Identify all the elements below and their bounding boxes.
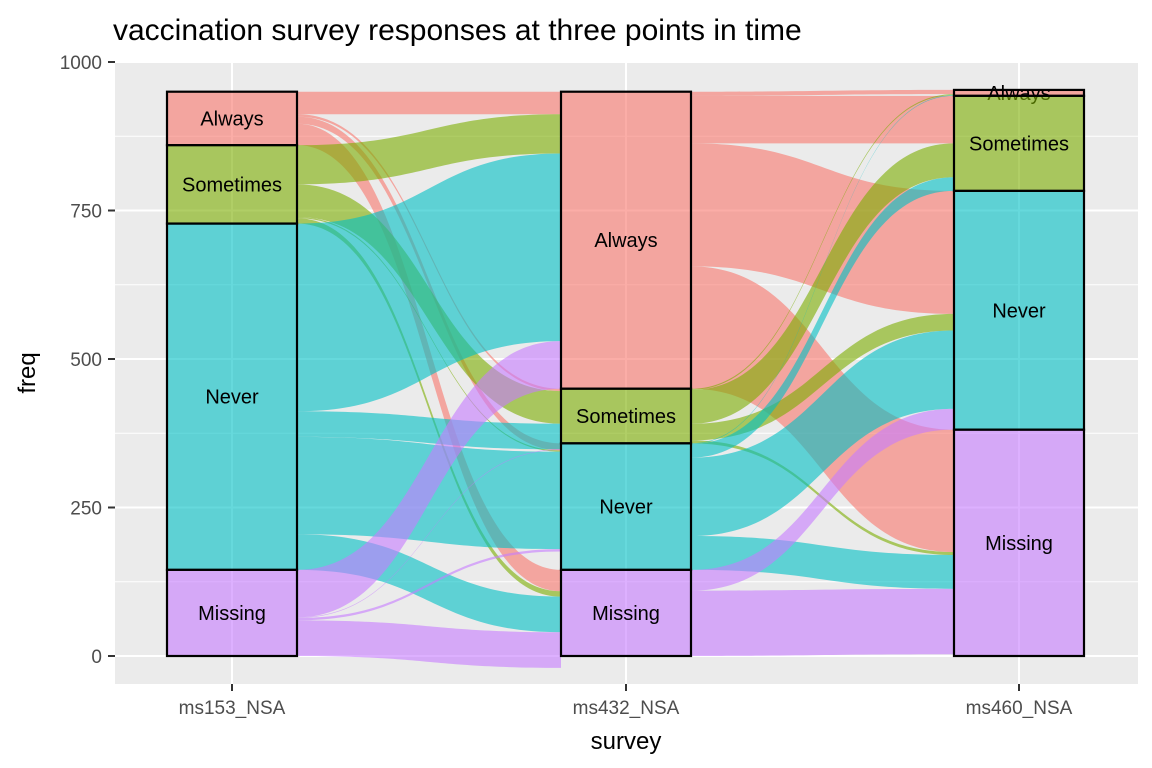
stratum-label-ms153_NSA-always: Always: [200, 108, 263, 130]
flow-ms432_NSA-never-to-missing: [691, 536, 954, 589]
stratum-label-ms460_NSA-never: Never: [992, 300, 1046, 322]
flow-ms153_NSA-missing-to-always: [297, 341, 561, 618]
flow-ms153_NSA-never-to-sometimes: [297, 411, 561, 450]
flow-ms432_NSA-always-to-always: [691, 89, 954, 96]
y-tick-label-250: 250: [70, 499, 102, 520]
y-axis: 0 250 500 750 1000: [60, 53, 115, 668]
flow-ms432_NSA-sometimes-to-never: [691, 313, 954, 441]
flow-ms432_NSA-always-to-sometimes: [691, 95, 954, 144]
stratum-ms432_NSA-missing: [559, 568, 693, 658]
x-tick-label-ms460_NSA: ms460_NSA: [966, 698, 1073, 719]
x-tick-label-ms432_NSA: ms432_NSA: [573, 698, 680, 719]
flow-ms432_NSA-never-to-never: [691, 330, 954, 537]
flow-ms432_NSA-never-to-always: [691, 95, 954, 444]
y-tick-label-0: 0: [91, 647, 102, 668]
stratum-ms153_NSA-missing: [165, 568, 299, 658]
y-tick-label-1000: 1000: [60, 53, 102, 74]
stratum-ms432_NSA-always: [559, 90, 693, 390]
stratum-label-ms432_NSA-sometimes: Sometimes: [576, 406, 676, 428]
stratum-ms460_NSA-sometimes: [952, 94, 1086, 192]
y-axis-title: freq: [14, 352, 41, 393]
stratum-label-ms432_NSA-never: Never: [599, 497, 653, 519]
stratum-label-ms153_NSA-never: Never: [205, 387, 259, 409]
stratum-label-ms153_NSA-missing: Missing: [198, 603, 266, 625]
stratum-ms153_NSA-sometimes: [165, 144, 299, 225]
stratum-label-ms432_NSA-missing: Missing: [592, 603, 660, 625]
stratum-ms432_NSA-sometimes: [559, 387, 693, 445]
flow-ms153_NSA-missing-to-never: [297, 549, 561, 621]
stratum-ms432_NSA-never: [559, 442, 693, 571]
stratum-label-ms460_NSA-missing: Missing: [985, 533, 1053, 555]
flow-ms153_NSA-missing-to-sometimes: [297, 449, 561, 618]
stratum-ms460_NSA-never: [952, 189, 1086, 431]
flow-ms432_NSA-sometimes-to-sometimes: [691, 143, 954, 424]
x-tick-label-ms153_NSA: ms153_NSA: [179, 698, 286, 719]
stratum-label-ms460_NSA-sometimes: Sometimes: [969, 133, 1069, 155]
stratum-ms460_NSA-missing: [952, 428, 1086, 658]
stratum-ms153_NSA-never: [165, 222, 299, 571]
x-axis-title: survey: [591, 728, 662, 755]
stratum-layer: Always Sometimes Never Missing Always Sometim…: [165, 83, 1086, 658]
flow-ms153_NSA-sometimes-to-always: [297, 114, 561, 185]
flow-ms153_NSA-always-to-always: [297, 91, 561, 115]
flow-ms153_NSA-never-to-always: [297, 153, 561, 412]
flow-ms432_NSA-never-to-sometimes: [691, 177, 954, 458]
x-axis: ms153_NSA ms432_NSA ms460_NSA: [179, 684, 1073, 719]
flow-ms432_NSA-missing-to-missing: [691, 588, 954, 656]
stratum-label-ms432_NSA-always: Always: [594, 230, 657, 252]
y-tick-label-500: 500: [70, 350, 102, 371]
flow-ms432_NSA-missing-to-never: [691, 408, 954, 591]
flow-ms153_NSA-missing-to-missing: [297, 620, 561, 668]
flow-layer: [297, 89, 954, 668]
y-tick-label-750: 750: [70, 202, 102, 223]
flow-ms153_NSA-sometimes-to-missing: [297, 218, 561, 597]
chart-title: vaccination survey responses at three po…: [113, 14, 802, 47]
stratum-ms153_NSA-always: [165, 90, 299, 147]
flow-ms432_NSA-sometimes-to-always: [691, 94, 954, 390]
stratum-label-ms153_NSA-sometimes: Sometimes: [182, 174, 282, 196]
